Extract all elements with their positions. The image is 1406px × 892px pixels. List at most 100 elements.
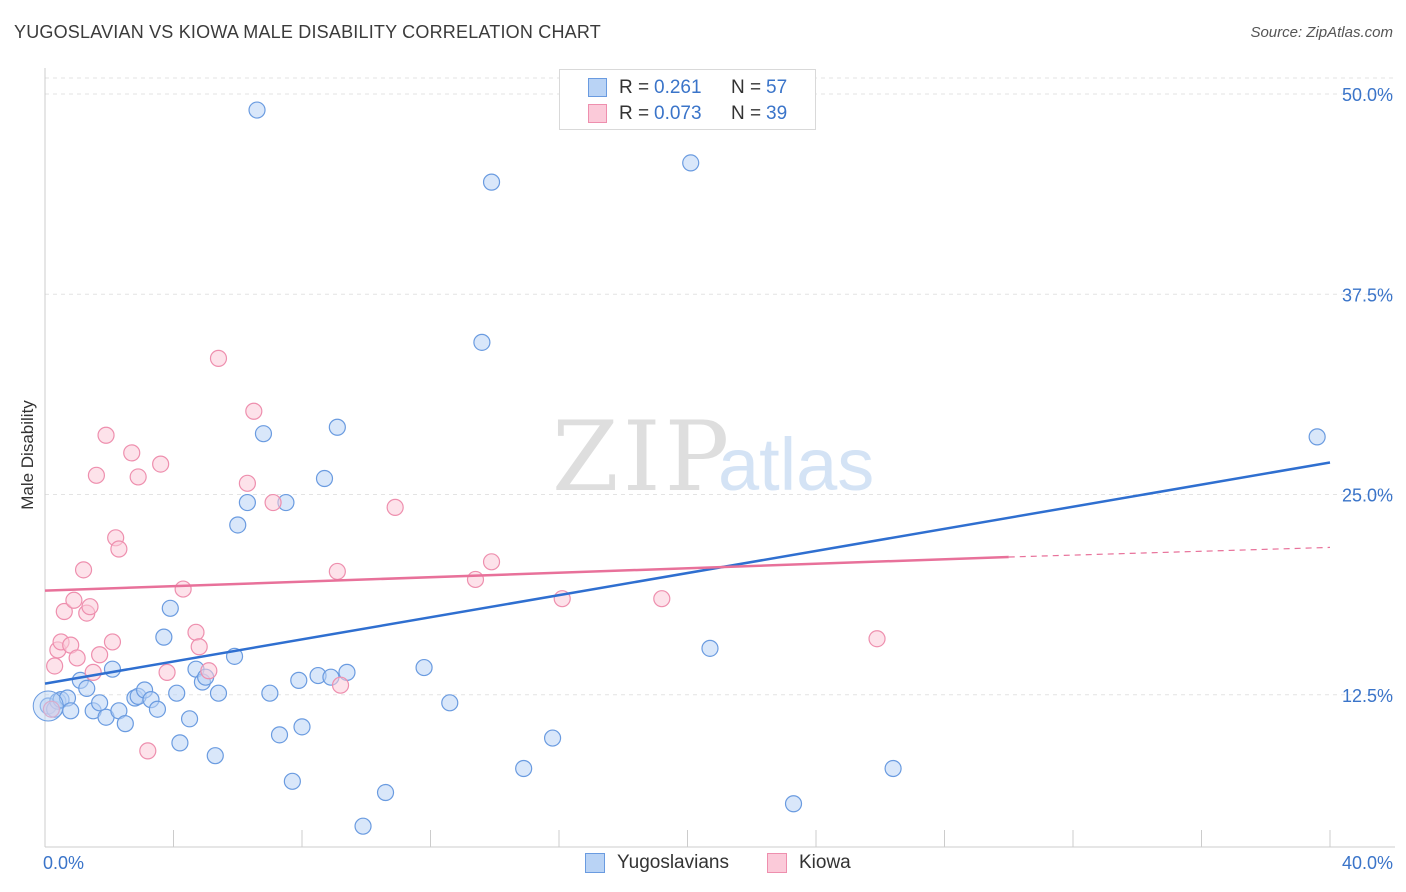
yugoslavian-point bbox=[209, 684, 228, 702]
n-label: N = bbox=[731, 103, 762, 124]
watermark-atlas: atlas bbox=[718, 423, 874, 506]
yugoslavian-point bbox=[784, 795, 803, 813]
n-value-kiowa: 39 bbox=[766, 103, 788, 124]
kiowa-point bbox=[868, 630, 886, 648]
kiowa-point bbox=[187, 623, 205, 641]
yugoslavian-point bbox=[171, 734, 189, 752]
yugoslavian-point bbox=[515, 759, 533, 778]
yugoslavian-point bbox=[270, 726, 289, 744]
kiowa-point bbox=[65, 591, 83, 609]
kiowa-trend-extension bbox=[1008, 546, 1331, 558]
correlation-legend: R = 0.261 N = 57 R = 0.073 N = 39 bbox=[559, 69, 816, 130]
kiowa-point bbox=[209, 349, 228, 367]
kiowa-point bbox=[123, 444, 141, 462]
kiowa-point bbox=[158, 663, 176, 681]
yugoslavian-point bbox=[473, 333, 491, 351]
legend-label-kiowa: Kiowa bbox=[799, 852, 851, 873]
kiowa-point bbox=[331, 676, 350, 694]
legend-swatch-kiowa bbox=[767, 853, 787, 873]
legend-swatch-yugoslavians bbox=[588, 78, 607, 97]
yugoslavian-point bbox=[543, 729, 562, 747]
kiowa-point bbox=[653, 590, 671, 608]
r-label: R = bbox=[619, 77, 650, 98]
kiowa-point bbox=[328, 562, 346, 581]
r-value-kiowa: 0.073 bbox=[654, 103, 702, 124]
yugoslavian-point bbox=[441, 694, 459, 712]
yugoslavian-point bbox=[161, 599, 179, 617]
yugoslavian-point bbox=[1308, 428, 1326, 446]
kiowa-point bbox=[91, 646, 109, 664]
n-label: N = bbox=[731, 77, 762, 98]
yugoslavians-trend-line bbox=[44, 461, 1331, 685]
yugoslavian-point bbox=[155, 628, 173, 646]
kiowa-point bbox=[245, 402, 263, 420]
kiowa-point bbox=[74, 561, 93, 579]
kiowa-point bbox=[110, 540, 128, 558]
kiowa-point bbox=[174, 580, 192, 598]
yugoslavian-point bbox=[354, 817, 372, 835]
yugoslavian-point bbox=[78, 679, 96, 697]
legend-label-yugoslavians: Yugoslavians bbox=[617, 852, 729, 873]
yugoslavian-point bbox=[238, 493, 256, 512]
n-value-yugoslavians: 57 bbox=[766, 77, 788, 98]
yugoslavian-point bbox=[315, 469, 334, 488]
y-axis-label: Male Disability bbox=[18, 400, 37, 510]
legend-swatch-kiowa bbox=[588, 104, 607, 123]
yugoslavian-point bbox=[248, 101, 266, 119]
kiowa-trend-line bbox=[44, 555, 1009, 592]
yugoslavian-point bbox=[229, 516, 247, 534]
kiowa-point bbox=[139, 742, 157, 760]
x-tick-label-min: 0.0% bbox=[43, 853, 84, 873]
r-value-yugoslavians: 0.261 bbox=[654, 77, 702, 98]
yugoslavian-point bbox=[482, 173, 501, 191]
yugoslavian-point bbox=[328, 418, 346, 436]
yugoslavian-point bbox=[62, 702, 80, 720]
watermark-zip: ZIP bbox=[552, 401, 733, 513]
kiowa-point bbox=[103, 633, 122, 651]
y-tick-label: 12.5% bbox=[1342, 686, 1393, 706]
kiowa-point bbox=[152, 455, 170, 473]
kiowa-point bbox=[46, 657, 64, 675]
chart-title: YUGOSLAVIAN VS KIOWA MALE DISABILITY COR… bbox=[14, 22, 601, 42]
yugoslavian-point bbox=[91, 694, 109, 712]
yugoslavian-point bbox=[180, 710, 199, 728]
kiowa-point bbox=[238, 474, 256, 492]
yugoslavian-point bbox=[290, 671, 308, 689]
yugoslavian-point bbox=[293, 718, 311, 736]
yugoslavian-point bbox=[376, 783, 395, 802]
yugoslavian-point bbox=[283, 772, 301, 790]
kiowa-point bbox=[55, 602, 73, 621]
y-tick-label: 50.0% bbox=[1342, 85, 1393, 105]
kiowa-point bbox=[190, 638, 208, 656]
r-label: R = bbox=[619, 103, 650, 124]
yugoslavian-point bbox=[116, 715, 134, 733]
kiowa-point bbox=[482, 553, 501, 571]
yugoslavian-point bbox=[701, 639, 719, 657]
kiowa-point bbox=[81, 598, 99, 616]
source-label: Source: ZipAtlas.com bbox=[1250, 24, 1393, 41]
kiowa-point bbox=[386, 498, 404, 516]
kiowa-point bbox=[68, 649, 86, 667]
yugoslavian-point bbox=[168, 684, 186, 702]
kiowa-point bbox=[200, 662, 218, 680]
yugoslavian-point-large bbox=[32, 690, 64, 722]
kiowa-point bbox=[264, 493, 282, 512]
yugoslavian-point bbox=[103, 660, 122, 678]
yugoslavian-point bbox=[884, 759, 902, 778]
yugoslavian-point bbox=[148, 700, 167, 718]
yugoslavian-point bbox=[415, 658, 433, 677]
kiowa-point bbox=[84, 663, 102, 681]
yugoslavian-point bbox=[261, 684, 279, 702]
kiowa-point bbox=[466, 570, 485, 589]
yugoslavian-point bbox=[206, 747, 224, 765]
y-tick-label: 37.5% bbox=[1342, 285, 1393, 305]
yugoslavian-point bbox=[254, 425, 273, 443]
legend-swatch-yugoslavians bbox=[585, 853, 605, 873]
y-tick-label: 25.0% bbox=[1342, 486, 1393, 506]
kiowa-point bbox=[87, 466, 106, 484]
yugoslavian-point bbox=[682, 154, 700, 172]
kiowa-point bbox=[97, 426, 115, 444]
x-tick-label-max: 40.0% bbox=[1342, 853, 1393, 873]
kiowa-point bbox=[42, 700, 61, 718]
